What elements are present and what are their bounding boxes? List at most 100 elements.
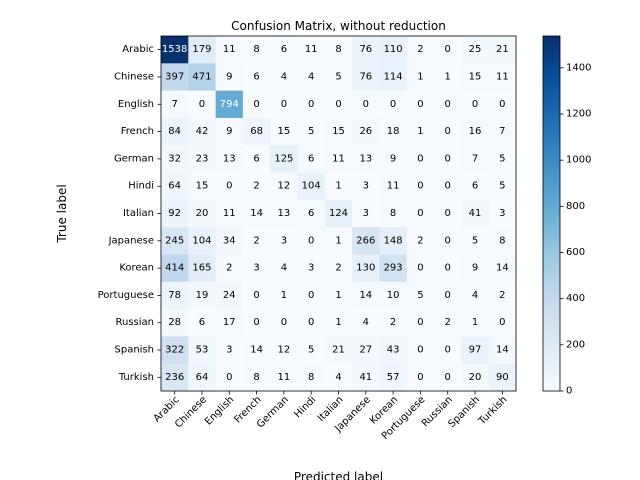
heatmap-cell — [379, 281, 408, 310]
heatmap-cell — [488, 336, 517, 365]
heatmap-cell — [352, 336, 380, 365]
cell-value-label: 2 — [445, 317, 451, 328]
cell-value-label: 4 — [363, 317, 369, 328]
cell-value-label: 794 — [220, 99, 239, 110]
heatmap-cell — [242, 63, 271, 92]
heatmap-cell — [406, 363, 435, 392]
cell-value-label: 0 — [417, 345, 423, 356]
heatmap-cell — [242, 254, 271, 283]
heatmap-cell — [324, 145, 353, 173]
heatmap-cell — [352, 172, 380, 201]
heatmap-cell — [434, 281, 462, 310]
cell-value-label: 7 — [171, 99, 177, 110]
cell-value-label: 11 — [496, 71, 509, 82]
heatmap-cell — [379, 90, 408, 119]
cell-value-label: 0 — [417, 208, 423, 219]
heatmap-cell — [297, 36, 326, 64]
cell-value-label: 78 — [168, 290, 181, 301]
cell-value-label: 2 — [253, 235, 259, 246]
heatmap-cell — [434, 172, 462, 201]
cell-value-label: 0 — [199, 99, 205, 110]
cell-value-label: 9 — [226, 71, 232, 82]
heatmap-cell — [379, 336, 408, 365]
cell-value-label: 11 — [332, 153, 345, 164]
colorbar-tick-label: 200 — [566, 339, 585, 350]
cell-value-label: 4 — [281, 263, 287, 274]
cell-value-label: 0 — [253, 290, 259, 301]
cell-value-label: 1 — [445, 71, 451, 82]
colorbar-tick-label: 600 — [566, 247, 585, 258]
cell-value-label: 17 — [223, 317, 236, 328]
heatmap-cell — [242, 309, 271, 337]
cell-value-label: 5 — [308, 126, 314, 137]
cell-value-label: 293 — [384, 263, 403, 274]
heatmap-cell — [324, 363, 353, 392]
heatmap-cell — [215, 145, 244, 173]
cell-value-label: 15 — [196, 181, 209, 192]
cell-value-label: 0 — [445, 126, 451, 137]
cell-value-label: 0 — [417, 372, 423, 383]
cell-value-label: 3 — [363, 181, 369, 192]
heatmap-cell — [406, 117, 435, 146]
heatmap-cell — [488, 227, 517, 255]
cell-value-label: 57 — [387, 372, 400, 383]
cell-value-label: 9 — [390, 153, 396, 164]
heatmap-cell — [406, 199, 435, 228]
heatmap-cell — [461, 363, 490, 392]
cell-value-label: 0 — [445, 290, 451, 301]
colorbar-ticks: 0 200 400 600 800 1000 1200 1400 — [560, 62, 591, 397]
cell-value-label: 20 — [196, 208, 209, 219]
heatmap-cell — [188, 63, 217, 92]
y-tick-label: Portuguese — [98, 290, 154, 301]
heatmap-cell — [270, 63, 298, 92]
cell-value-label: 12 — [278, 345, 291, 356]
cell-value-label: 5 — [308, 345, 314, 356]
cell-value-label: 1 — [417, 126, 423, 137]
heatmap-cell — [188, 117, 217, 146]
y-tick-label: Turkish — [118, 372, 154, 383]
cell-value-label: 4 — [281, 71, 287, 82]
heatmap-cell — [215, 227, 244, 255]
cell-value-label: 34 — [223, 235, 236, 246]
cell-value-label: 14 — [359, 290, 372, 301]
colorbar-tick-label: 1400 — [566, 62, 591, 73]
cell-value-label: 0 — [445, 372, 451, 383]
heatmap-cell — [188, 254, 217, 283]
heatmap-cell — [434, 63, 462, 92]
cell-value-label: 5 — [499, 153, 505, 164]
cell-value-label: 0 — [390, 99, 396, 110]
heatmap-cell — [297, 281, 326, 310]
cell-value-label: 14 — [250, 345, 263, 356]
cell-value-label: 42 — [196, 126, 209, 137]
cell-value-label: 0 — [417, 181, 423, 192]
heatmap-cell — [242, 199, 271, 228]
cell-value-label: 0 — [253, 99, 259, 110]
heatmap-cell — [352, 90, 380, 119]
heatmap-cell — [406, 309, 435, 337]
cell-value-label: 5 — [417, 290, 423, 301]
heatmap-cell — [352, 145, 380, 173]
cell-value-label: 6 — [253, 71, 259, 82]
cell-value-label: 25 — [469, 44, 482, 55]
heatmap-cell — [434, 227, 462, 255]
heatmap-cell — [352, 309, 380, 337]
cell-value-label: 1 — [335, 235, 341, 246]
heatmap-cell — [379, 199, 408, 228]
heatmap-cell — [188, 36, 217, 64]
cell-value-label: 0 — [308, 99, 314, 110]
heatmap-cell — [324, 63, 353, 92]
cell-value-label: 0 — [417, 153, 423, 164]
cell-value-label: 53 — [196, 345, 209, 356]
heatmap-cell — [215, 63, 244, 92]
cell-value-label: 6 — [253, 153, 259, 164]
cell-value-label: 0 — [472, 99, 478, 110]
heatmap-cell — [488, 63, 517, 92]
heatmap-cell — [461, 145, 490, 173]
cell-value-label: 0 — [308, 317, 314, 328]
heatmap-cell — [161, 63, 189, 92]
cell-value-label: 0 — [308, 290, 314, 301]
cell-value-label: 26 — [359, 126, 372, 137]
heatmap-cell — [161, 336, 189, 365]
heatmap-cell — [488, 172, 517, 201]
